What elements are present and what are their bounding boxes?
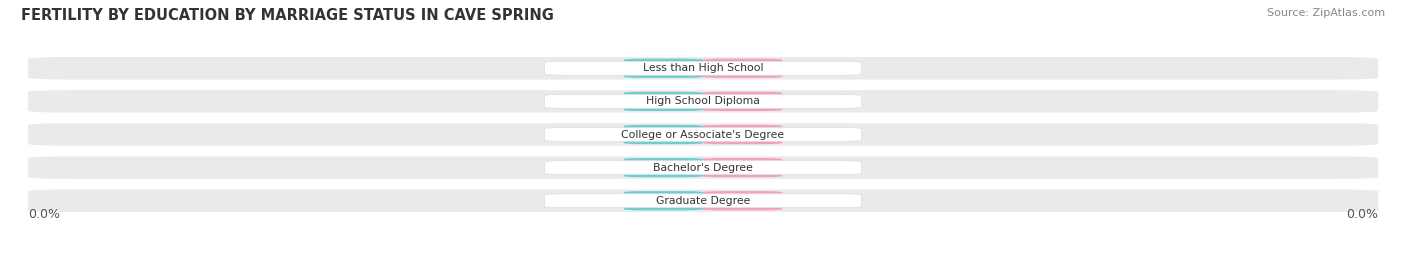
FancyBboxPatch shape	[624, 191, 703, 210]
Text: 0.0%: 0.0%	[1346, 208, 1378, 221]
FancyBboxPatch shape	[703, 92, 782, 111]
FancyBboxPatch shape	[544, 94, 862, 108]
FancyBboxPatch shape	[28, 156, 1378, 179]
FancyBboxPatch shape	[703, 191, 782, 210]
FancyBboxPatch shape	[544, 194, 862, 208]
FancyBboxPatch shape	[703, 158, 782, 177]
Text: Less than High School: Less than High School	[643, 63, 763, 73]
FancyBboxPatch shape	[624, 59, 703, 78]
Text: Graduate Degree: Graduate Degree	[655, 196, 751, 206]
FancyBboxPatch shape	[703, 125, 782, 144]
Text: 0.0%: 0.0%	[727, 196, 758, 206]
Text: 0.0%: 0.0%	[727, 162, 758, 173]
Text: 0.0%: 0.0%	[28, 208, 60, 221]
FancyBboxPatch shape	[624, 92, 703, 111]
Text: 0.0%: 0.0%	[727, 129, 758, 140]
FancyBboxPatch shape	[703, 59, 782, 78]
Text: 0.0%: 0.0%	[648, 162, 679, 173]
FancyBboxPatch shape	[624, 125, 703, 144]
FancyBboxPatch shape	[544, 61, 862, 75]
Text: 0.0%: 0.0%	[648, 129, 679, 140]
FancyBboxPatch shape	[544, 128, 862, 141]
Text: College or Associate's Degree: College or Associate's Degree	[621, 129, 785, 140]
FancyBboxPatch shape	[28, 57, 1378, 80]
FancyBboxPatch shape	[28, 90, 1378, 113]
FancyBboxPatch shape	[624, 158, 703, 177]
Text: Source: ZipAtlas.com: Source: ZipAtlas.com	[1267, 8, 1385, 18]
Text: FERTILITY BY EDUCATION BY MARRIAGE STATUS IN CAVE SPRING: FERTILITY BY EDUCATION BY MARRIAGE STATU…	[21, 8, 554, 23]
Text: 0.0%: 0.0%	[648, 63, 679, 73]
FancyBboxPatch shape	[28, 189, 1378, 212]
FancyBboxPatch shape	[28, 123, 1378, 146]
Text: 0.0%: 0.0%	[648, 196, 679, 206]
Text: 0.0%: 0.0%	[648, 96, 679, 107]
Text: 0.0%: 0.0%	[727, 96, 758, 107]
Text: Bachelor's Degree: Bachelor's Degree	[652, 162, 754, 173]
FancyBboxPatch shape	[544, 161, 862, 175]
Text: High School Diploma: High School Diploma	[647, 96, 759, 107]
Text: 0.0%: 0.0%	[727, 63, 758, 73]
